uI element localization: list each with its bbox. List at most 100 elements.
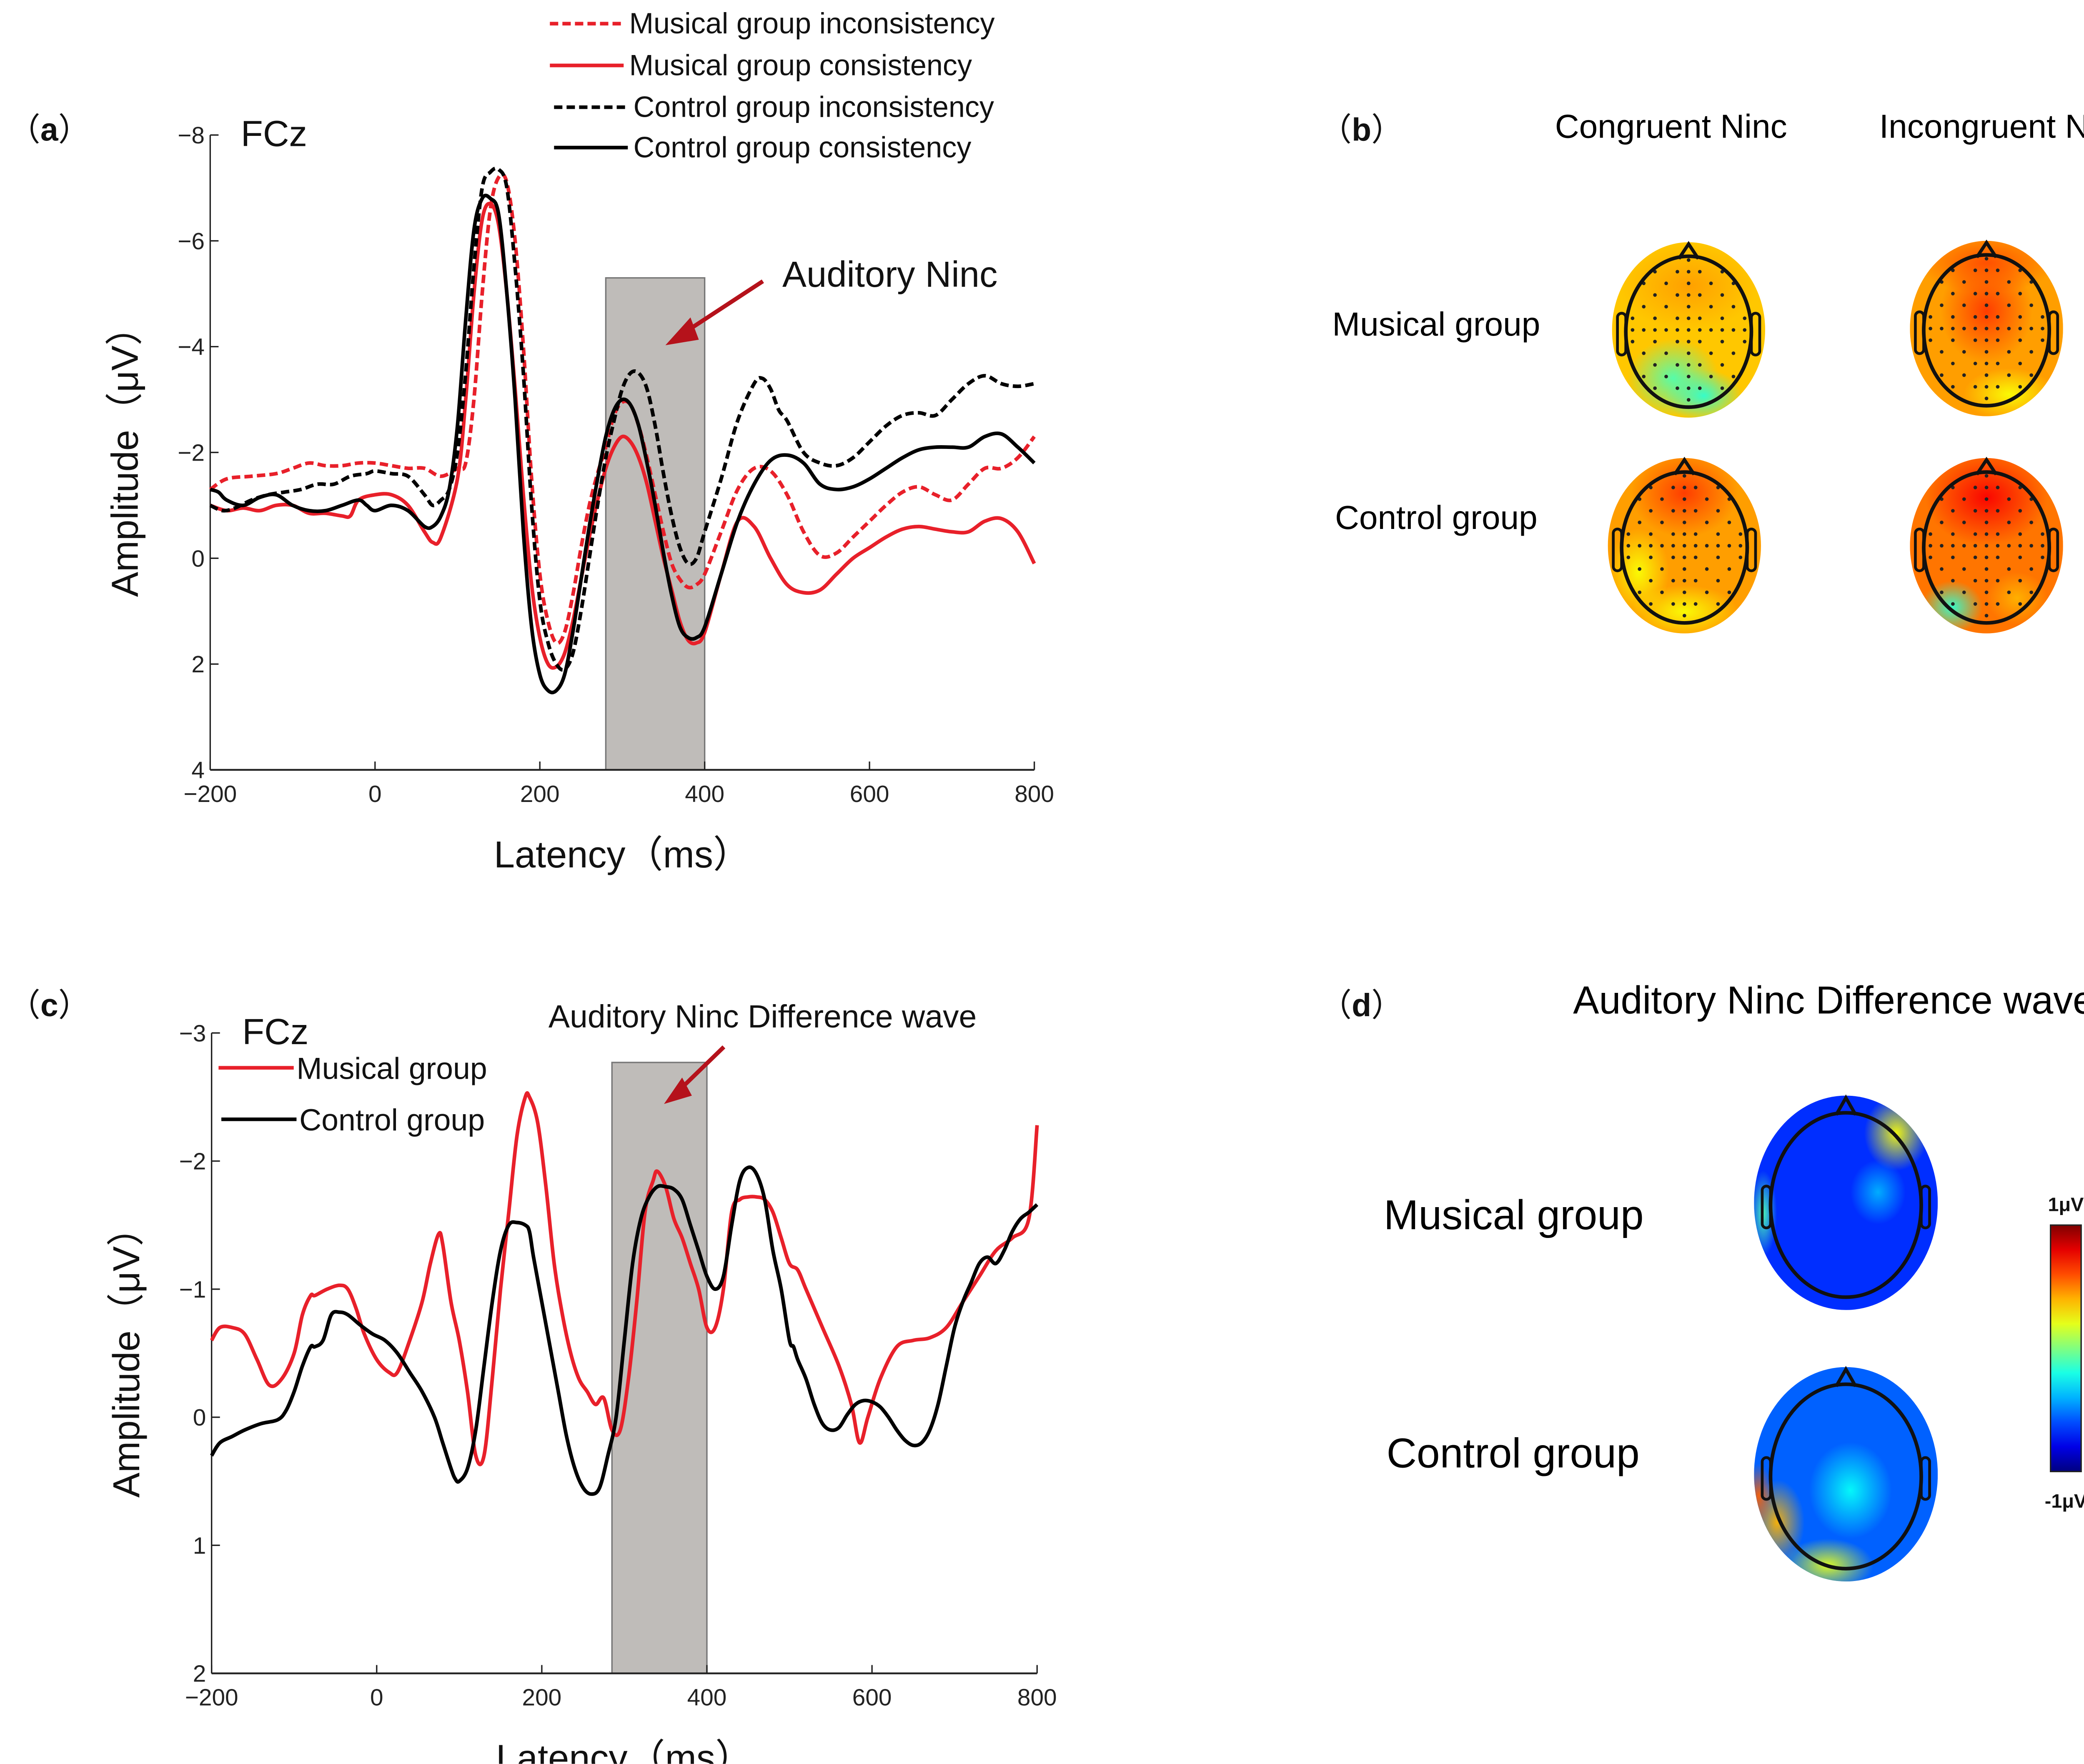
- electrode-dot: [1686, 375, 1691, 378]
- topomap-musical-difference: [1754, 1095, 1938, 1310]
- panel-b-topomaps: 2μV-2μV: [1608, 239, 2063, 634]
- electrode-dot: [1962, 521, 1966, 524]
- left-ear: [1914, 527, 1925, 572]
- electrode-dot: [1973, 315, 1977, 319]
- electrode-dot: [1984, 268, 1989, 272]
- electrode-dot: [1962, 326, 1966, 331]
- topomap-region: [1631, 585, 1738, 634]
- electrode-dot: [1686, 293, 1691, 297]
- electrode-dot: [1996, 315, 2000, 319]
- x-tick-label: 800: [1017, 1684, 1057, 1711]
- electrode-dot: [1962, 280, 1966, 284]
- electrode-dot: [1996, 268, 2000, 272]
- left-ear: [1616, 312, 1628, 357]
- electrode-dot: [1709, 351, 1713, 355]
- shaded-time-window: [611, 1062, 708, 1674]
- electrode-dot: [1720, 340, 1724, 343]
- electrode-dot: [1660, 497, 1664, 501]
- right-ear: [2048, 527, 2059, 572]
- y-tick-label: −2: [178, 440, 205, 466]
- x-tick-label: −200: [183, 781, 237, 807]
- x-tick-label: 600: [850, 781, 889, 807]
- electrode-dot: [1996, 326, 2000, 331]
- electrode-dot: [1973, 361, 1977, 366]
- electrode-dot: [1984, 338, 1989, 342]
- electrode-dot: [1682, 567, 1686, 571]
- electrode-dot: [1686, 281, 1691, 286]
- electrode-dot: [1984, 614, 1989, 618]
- topomap-region: [1666, 369, 1742, 418]
- electrode-dot: [1682, 555, 1686, 559]
- electrode-dot: [1984, 257, 1989, 261]
- electrode-dot: [1671, 509, 1675, 513]
- electrode-dot: [2029, 350, 2034, 354]
- electrode-dot: [1973, 338, 1977, 342]
- electrode-dot: [1940, 590, 1944, 594]
- electrode-dot: [1984, 361, 1989, 366]
- x-tick-label: 600: [852, 1684, 892, 1711]
- x-tick-label: 800: [1014, 781, 1054, 807]
- electrode-dot: [1682, 579, 1686, 583]
- electrode-dot: [1693, 509, 1698, 513]
- electrode-dot: [1664, 281, 1668, 286]
- topomap-control-difference: [1754, 1367, 1938, 1582]
- electrode-dot: [1653, 293, 1657, 297]
- electrode-dot: [1973, 544, 1977, 548]
- electrode-dot: [1984, 396, 1989, 401]
- y-tick-label: −3: [179, 1020, 206, 1047]
- row-label-musical-d: Musical group: [1383, 1193, 1644, 1239]
- electrode-dot: [1682, 474, 1686, 478]
- electrode-dot: [1996, 579, 2000, 583]
- electrode-dot: [2029, 521, 2034, 524]
- electrode-dot: [1984, 521, 1989, 524]
- electrode-dot: [1705, 567, 1709, 571]
- panel-a-chart: −8 −6 −4 −2 0 2 4−200 0 200 400 600 800 FCz Latency（m…: [104, 7, 1054, 876]
- electrode-dot: [1731, 351, 1736, 355]
- electrode-dot: [1686, 328, 1691, 332]
- electrode-dot: [1716, 602, 1720, 606]
- electrode-label: FCz: [242, 1012, 308, 1052]
- column-header-incongruent: Incongruent Ninc: [1879, 108, 2084, 146]
- electrode-dot: [1984, 486, 1989, 489]
- electrode-dot: [1929, 338, 1932, 342]
- electrode-dot: [1676, 270, 1679, 274]
- electrode-dot: [1962, 567, 1966, 571]
- electrode-dot: [1727, 567, 1731, 571]
- electrode-dot: [1996, 486, 2000, 489]
- electrode-dot: [1973, 579, 1977, 583]
- electrode-dot: [1671, 544, 1675, 548]
- electrode-dot: [1676, 340, 1679, 343]
- electrode-dot: [1705, 544, 1709, 548]
- electrode-dot: [1686, 386, 1691, 390]
- electrode-dot: [1731, 328, 1736, 332]
- electrode-dot: [1649, 602, 1653, 606]
- electrode-dot: [2007, 280, 2011, 284]
- electrode-dot: [1940, 303, 1944, 307]
- electrode-dot: [1984, 544, 1989, 548]
- electrode-dot: [1996, 292, 2000, 296]
- electrode-dot: [2007, 373, 2011, 377]
- electrode-dot: [1962, 544, 1966, 548]
- series-line-musical-group: [210, 1091, 1039, 1466]
- electrode-dot: [2018, 338, 2022, 342]
- electrode-dot: [1973, 326, 1977, 331]
- legend-label: Musical group: [296, 1051, 487, 1085]
- panel-d-title: Auditory Ninc Difference wave: [1573, 978, 2084, 1022]
- electrode-dot: [1929, 532, 1932, 536]
- electrode-dot: [1682, 614, 1686, 618]
- electrode-dot: [1716, 544, 1720, 548]
- electrode-dot: [1996, 338, 2000, 342]
- electrode-dot: [1693, 544, 1698, 548]
- electrode-dot: [1653, 386, 1657, 390]
- electrode-dot: [2029, 567, 2034, 571]
- series-line-control-group-consistency: [209, 193, 1036, 694]
- electrode-dot: [1676, 363, 1679, 367]
- electrode-dot: [1698, 316, 1702, 320]
- panel-b-label: （b）: [1320, 111, 1403, 148]
- annotation-arrow: [681, 279, 764, 336]
- electrode-dot: [1676, 316, 1679, 320]
- electrode-dot: [1660, 567, 1664, 571]
- y-tick-label: 1: [193, 1533, 206, 1559]
- electrode-dot: [1693, 486, 1698, 489]
- electrode-dot: [1649, 555, 1653, 559]
